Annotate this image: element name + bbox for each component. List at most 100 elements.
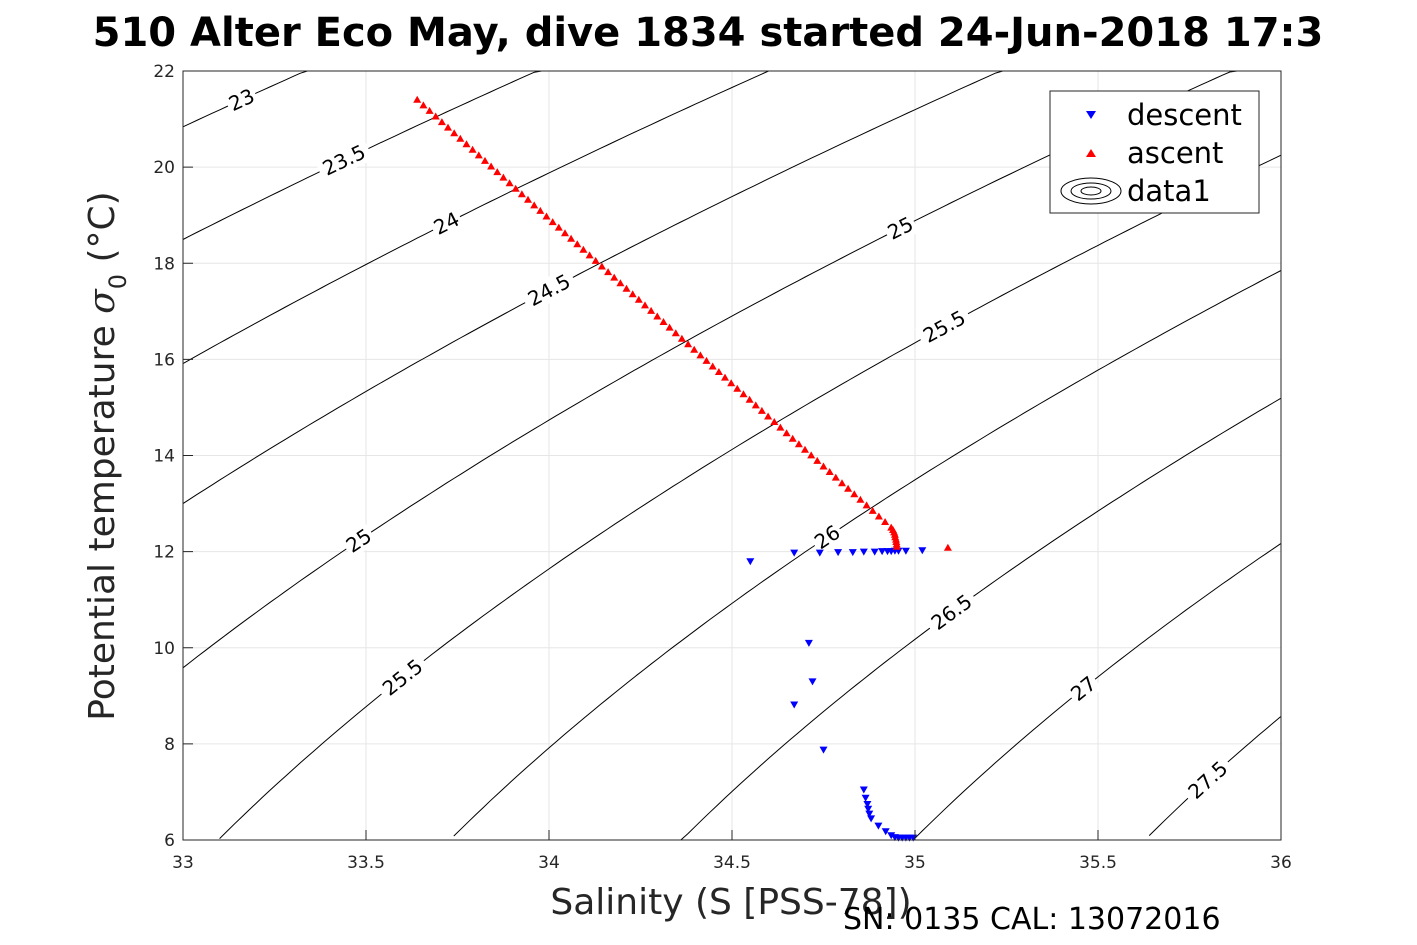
contour-line [182, 70, 1003, 505]
ascent-point [844, 484, 853, 492]
ascent-point [665, 323, 674, 331]
ascent-point [714, 368, 723, 375]
y-tick-label: 22 [153, 62, 175, 82]
ascent-point [856, 495, 865, 503]
descent-point [790, 549, 799, 557]
descent-point [819, 746, 828, 754]
ascent-point [733, 384, 742, 392]
contour-line [914, 542, 1282, 839]
y-axis-label-unit: (°C) [82, 191, 123, 274]
ascent-point [456, 134, 465, 142]
legend-box [1049, 90, 1260, 214]
descent-point [848, 549, 857, 557]
ascent-point [444, 123, 452, 131]
contour-line [680, 397, 1282, 841]
ascent-point [708, 362, 717, 370]
legend: descent ascent data1 [1049, 90, 1260, 214]
ascent-point [825, 468, 834, 475]
descent-point [863, 801, 872, 808]
y-axis-label-symbol: σ [82, 288, 123, 314]
ascent-point [868, 506, 877, 514]
ascent-point [616, 279, 625, 287]
descent-point [867, 815, 876, 823]
descent-point [901, 547, 910, 555]
x-tick-label: 34 [538, 853, 560, 873]
ascent-point [530, 201, 539, 209]
legend-data1-label: data1 [1127, 174, 1211, 208]
ascent-point [838, 479, 846, 487]
contour-label-bg [222, 82, 261, 117]
ascent-point [413, 95, 422, 103]
descent-point [861, 794, 870, 802]
serial-calibration-note: SN: 0135 CAL: 13072016 [843, 902, 1221, 937]
ascent-point [505, 179, 514, 187]
descent-point [859, 548, 868, 556]
ascent-point [807, 451, 816, 459]
ascent-point [862, 501, 871, 509]
ascent-point [874, 512, 883, 520]
ascent-point [776, 423, 785, 431]
x-tick-label: 33.5 [347, 853, 385, 873]
x-tick-label: 35.5 [1079, 853, 1117, 873]
ascent-point [450, 129, 459, 137]
y-axis-label: Potential temperature σ0 (°C) [82, 191, 132, 720]
contour-label-bg [314, 137, 374, 183]
ascent-point [788, 434, 797, 442]
descent-point [887, 832, 896, 840]
chart-title: 510 Alter Eco May, dive 1834 started 24-… [93, 10, 1324, 56]
y-tick-label: 6 [164, 831, 175, 851]
x-axis-ticks: 33 33.5 34 34.5 35 35.5 36 [172, 830, 1292, 873]
legend-descent-marker [1086, 111, 1096, 119]
ascent-point [622, 284, 631, 292]
y-tick-label: 18 [153, 254, 175, 274]
y-tick-label: 14 [153, 447, 175, 467]
ascent-point [653, 312, 662, 320]
x-tick-label: 33 [172, 853, 194, 873]
data-markers [413, 95, 952, 842]
ascent-point [634, 295, 643, 303]
contour-label-bg [922, 586, 981, 638]
contour-label-bg [881, 210, 920, 246]
y-tick-label: 12 [153, 543, 175, 563]
ascent-point [801, 445, 809, 453]
ascent-point [819, 462, 828, 470]
ascent-point [751, 401, 760, 409]
y-axis-ticks: 6 8 10 12 14 16 18 20 22 [153, 62, 193, 851]
y-axis-label-subscript: 0 [104, 274, 132, 289]
ascent-point [462, 140, 471, 148]
ascent-point [764, 412, 773, 420]
ascent-point [757, 406, 766, 414]
ascent-point [542, 212, 551, 220]
ascent-point [493, 168, 502, 176]
ascent-point [770, 418, 779, 425]
ascent-point [481, 156, 489, 164]
ascent-point [628, 290, 637, 298]
y-tick-label: 16 [153, 350, 175, 370]
ascent-point [794, 440, 803, 448]
ascent-point [425, 106, 434, 114]
ascent-point [499, 173, 508, 181]
legend-contour-icon [1060, 177, 1122, 205]
ascent-point [745, 395, 754, 403]
ascent-point [892, 542, 901, 550]
y-tick-label: 20 [153, 158, 175, 178]
ascent-point [690, 345, 699, 353]
descent-point [878, 548, 887, 556]
contour-label-bg [519, 266, 579, 314]
ascent-point [419, 101, 428, 109]
ascent-point [813, 456, 822, 464]
descent-point [815, 549, 824, 557]
contour-label-bg [914, 303, 974, 351]
contour-label-bg [1064, 669, 1103, 708]
y-axis-label-main: Potential temperature [82, 314, 123, 721]
x-tick-label: 34.5 [713, 853, 751, 873]
ascent-point [831, 473, 840, 481]
legend-descent-label: descent [1127, 98, 1242, 132]
descent-point [865, 810, 874, 818]
ascent-point [579, 245, 588, 253]
ascent-point [554, 223, 563, 231]
ascent-point [782, 429, 791, 437]
descent-point [859, 786, 868, 794]
ascent-point [739, 390, 748, 398]
